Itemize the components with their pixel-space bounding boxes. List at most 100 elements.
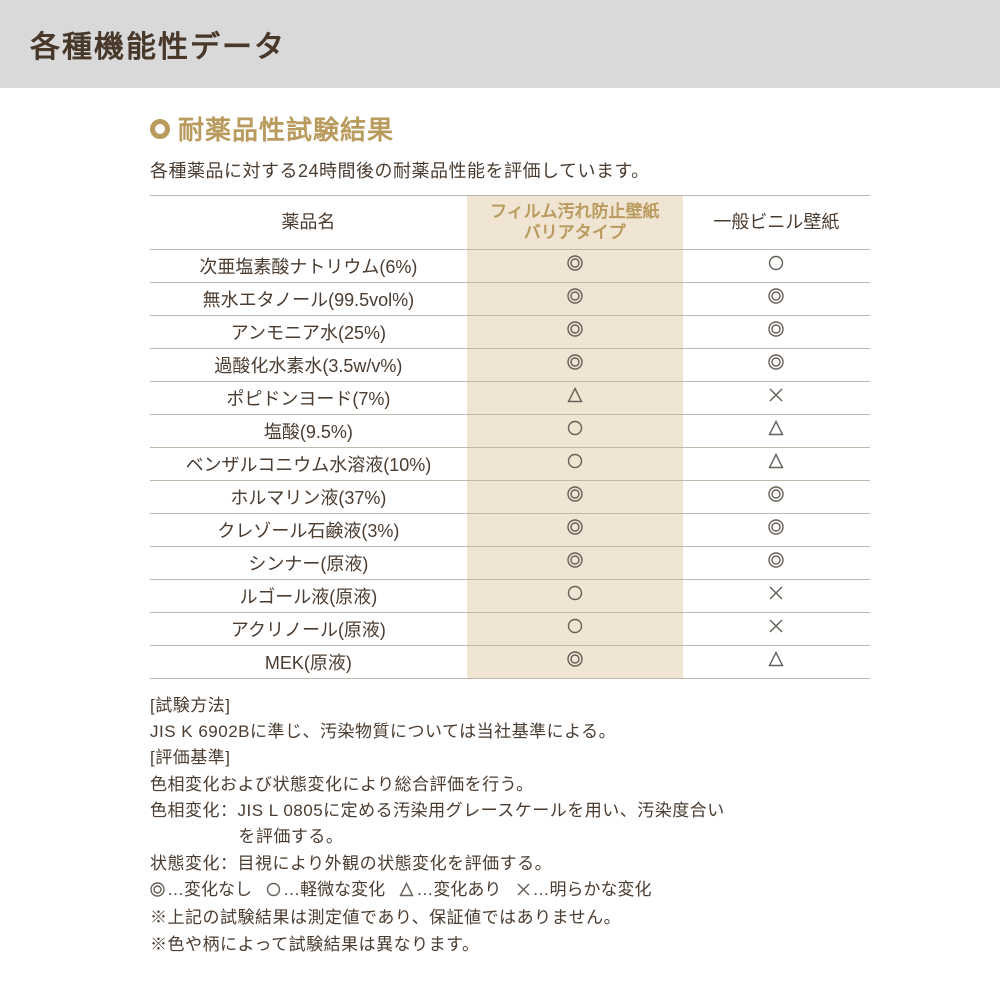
dcirc-icon xyxy=(768,354,784,375)
table-row: 過酸化水素水(3.5w/v%) xyxy=(150,348,870,381)
cell-chemical: アンモニア水(25%) xyxy=(150,315,467,348)
table-row: アンモニア水(25%) xyxy=(150,315,870,348)
cell-chemical: クレゾール石鹸液(3%) xyxy=(150,513,467,546)
table-header-row: 薬品名 フィルム汚れ防止壁紙 バリアタイプ 一般ビニル壁紙 xyxy=(150,196,870,250)
page-title: 各種機能性データ xyxy=(30,22,970,66)
cell-chemical: ポピドンヨード(7%) xyxy=(150,381,467,414)
cell-chemical: ホルマリン液(37%) xyxy=(150,480,467,513)
table-row: ポピドンヨード(7%) xyxy=(150,381,870,414)
table-row: 次亜塩素酸ナトリウム(6%) xyxy=(150,249,870,282)
criteria-line2a: 色相変化：JIS L 0805に定める汚染用グレースケールを用い、汚染度合い xyxy=(150,798,870,824)
title-bar: 各種機能性データ xyxy=(0,0,1000,88)
dcirc-icon xyxy=(768,486,784,507)
disclaimer2: ※色や柄によって試験結果は異なります。 xyxy=(150,932,870,958)
dcirc-icon xyxy=(567,651,583,672)
cell-film xyxy=(467,315,683,348)
table-row: アクリノール(原液) xyxy=(150,612,870,645)
legend-tri-icon xyxy=(399,879,414,905)
table-row: ベンザルコニウム水溶液(10%) xyxy=(150,447,870,480)
legend-tri-text: …変化あり xyxy=(416,880,501,899)
cell-film xyxy=(467,348,683,381)
tri-icon xyxy=(768,453,784,474)
circ-icon xyxy=(567,585,583,606)
subtitle-row: 耐薬品性試験結果 xyxy=(150,110,870,147)
circ-icon xyxy=(567,420,583,441)
cell-film xyxy=(467,480,683,513)
method-text: JIS K 6902Bに準じ、汚染物質については当社基準による。 xyxy=(150,719,870,745)
criteria-line2b: を評価する。 xyxy=(150,824,870,850)
legend-dcirc-icon xyxy=(150,879,165,905)
cell-general xyxy=(683,579,870,612)
circ-icon xyxy=(567,618,583,639)
dcirc-icon xyxy=(567,354,583,375)
cell-film xyxy=(467,612,683,645)
cell-chemical: MEK(原液) xyxy=(150,645,467,678)
col-header-film-line2: バリアタイプ xyxy=(524,223,626,242)
cell-film xyxy=(467,282,683,315)
cross-icon xyxy=(768,387,784,408)
circ-icon xyxy=(768,255,784,276)
disclaimer1: ※上記の試験結果は測定値であり、保証値ではありません。 xyxy=(150,905,870,931)
cell-film xyxy=(467,414,683,447)
results-table: 薬品名 フィルム汚れ防止壁紙 バリアタイプ 一般ビニル壁紙 次亜塩素酸ナトリウム… xyxy=(150,195,870,679)
cell-general xyxy=(683,348,870,381)
table-row: MEK(原液) xyxy=(150,645,870,678)
col-header-film-line1: フィルム汚れ防止壁紙 xyxy=(490,202,659,221)
cell-general xyxy=(683,282,870,315)
cell-film xyxy=(467,579,683,612)
table-row: シンナー(原液) xyxy=(150,546,870,579)
legend-dcirc-text: …変化なし xyxy=(167,880,252,899)
dcirc-icon xyxy=(567,486,583,507)
bullet-icon xyxy=(150,119,170,139)
dcirc-icon xyxy=(567,288,583,309)
cell-general xyxy=(683,480,870,513)
criteria-label: [評価基準] xyxy=(150,745,870,771)
cell-general xyxy=(683,315,870,348)
tri-icon xyxy=(768,420,784,441)
table-row: クレゾール石鹸液(3%) xyxy=(150,513,870,546)
dcirc-icon xyxy=(567,519,583,540)
cross-icon xyxy=(768,618,784,639)
col-header-general: 一般ビニル壁紙 xyxy=(683,196,870,250)
table-row: ルゴール液(原液) xyxy=(150,579,870,612)
cell-general xyxy=(683,447,870,480)
col-header-chemical: 薬品名 xyxy=(150,196,467,250)
dcirc-icon xyxy=(768,321,784,342)
cell-film xyxy=(467,381,683,414)
notes-block: [試験方法] JIS K 6902Bに準じ、汚染物質については当社基準による。 … xyxy=(150,693,870,958)
cell-film xyxy=(467,249,683,282)
criteria-line1: 色相変化および状態変化により総合評価を行う。 xyxy=(150,772,870,798)
cell-general xyxy=(683,612,870,645)
dcirc-icon xyxy=(567,552,583,573)
legend-row: …変化なし …軽微な変化 …変化あり …明らかな変化 xyxy=(150,877,870,905)
cell-general xyxy=(683,546,870,579)
table-row: 無水エタノール(99.5vol%) xyxy=(150,282,870,315)
cell-chemical: 塩酸(9.5%) xyxy=(150,414,467,447)
legend-cross-text: …明らかな変化 xyxy=(533,880,652,899)
cell-chemical: ベンザルコニウム水溶液(10%) xyxy=(150,447,467,480)
dcirc-icon xyxy=(768,519,784,540)
table-row: 塩酸(9.5%) xyxy=(150,414,870,447)
dcirc-icon xyxy=(567,321,583,342)
subtitle: 耐薬品性試験結果 xyxy=(178,110,394,147)
cell-film xyxy=(467,645,683,678)
cell-film xyxy=(467,513,683,546)
cell-chemical: 次亜塩素酸ナトリウム(6%) xyxy=(150,249,467,282)
legend-cross-icon xyxy=(516,879,531,905)
cell-general xyxy=(683,513,870,546)
cell-chemical: ルゴール液(原液) xyxy=(150,579,467,612)
content-area: 耐薬品性試験結果 各種薬品に対する24時間後の耐薬品性能を評価しています。 薬品… xyxy=(0,110,1000,958)
criteria-line3: 状態変化：目視により外観の状態変化を評価する。 xyxy=(150,851,870,877)
cell-chemical: アクリノール(原液) xyxy=(150,612,467,645)
cell-film xyxy=(467,546,683,579)
cell-chemical: シンナー(原液) xyxy=(150,546,467,579)
cell-chemical: 無水エタノール(99.5vol%) xyxy=(150,282,467,315)
cross-icon xyxy=(768,585,784,606)
cell-general xyxy=(683,249,870,282)
method-label: [試験方法] xyxy=(150,693,870,719)
table-row: ホルマリン液(37%) xyxy=(150,480,870,513)
cell-general xyxy=(683,381,870,414)
cell-film xyxy=(467,447,683,480)
col-header-film: フィルム汚れ防止壁紙 バリアタイプ xyxy=(467,196,683,250)
dcirc-icon xyxy=(567,255,583,276)
